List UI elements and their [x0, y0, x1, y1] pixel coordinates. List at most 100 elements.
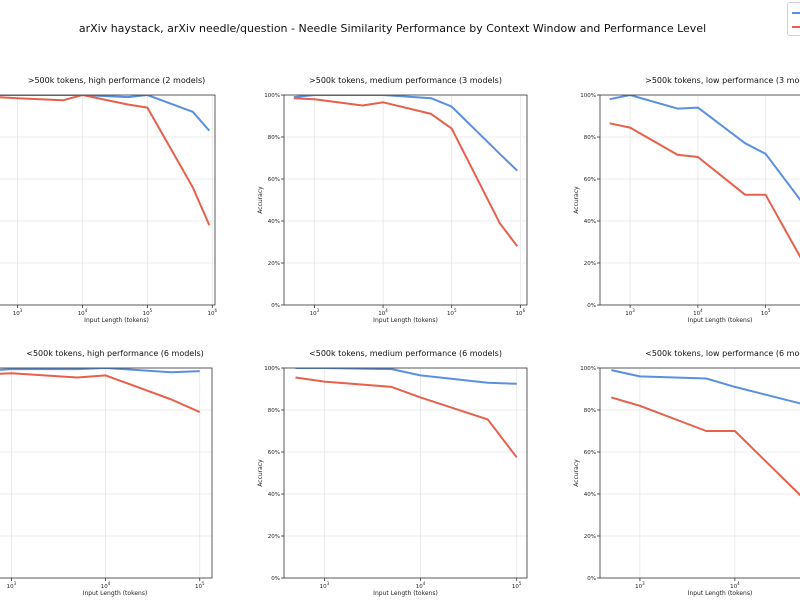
- x-tick-label: 105: [761, 308, 771, 317]
- subplot-title: <500k tokens, low performance (6 models): [645, 349, 800, 358]
- x-axis-label: Input Length (tokens): [83, 590, 148, 597]
- x-tick-label: 103: [635, 581, 645, 590]
- x-tick-label: 105: [512, 581, 522, 590]
- x-tick-label: 105: [447, 308, 457, 317]
- y-tick-label: 80%: [268, 408, 280, 414]
- series-line-blue: [293, 95, 518, 172]
- axes-frame: [599, 367, 800, 579]
- x-tick-exponent: 3: [20, 308, 23, 313]
- grid: [284, 368, 527, 578]
- y-tick-label: 80%: [584, 408, 596, 414]
- x-tick-exponent: 5: [519, 581, 522, 586]
- x-tick-label: 104: [416, 581, 426, 590]
- series-line-blue: [295, 368, 517, 385]
- y-tick-label: 100%: [580, 366, 596, 372]
- y-tick-label: 40%: [584, 219, 596, 225]
- x-tick-label: 104: [730, 581, 740, 590]
- series-group: [0, 95, 211, 226]
- y-tick-label: 100%: [580, 93, 596, 99]
- x-tick-label: 103: [310, 308, 320, 317]
- grid: [0, 368, 212, 578]
- y-axis-label: Accuracy: [573, 186, 580, 214]
- x-axis-label: Input Length (tokens): [688, 590, 753, 597]
- x-axis-label: Input Length (tokens): [688, 317, 753, 324]
- y-tick-label: 0%: [271, 576, 280, 582]
- series-group: [611, 369, 800, 497]
- y-tick-label: 80%: [268, 135, 280, 141]
- y-tick-label: 0%: [587, 576, 596, 582]
- y-tick-label: 60%: [268, 450, 280, 456]
- x-tick-exponent: 6: [215, 308, 218, 313]
- subplot-title: <500k tokens, medium performance (6 mode…: [309, 349, 502, 358]
- subplot-4: <500k tokens, high performance (6 models…: [0, 349, 213, 597]
- axes-frame: [0, 367, 213, 579]
- y-tick-label: 40%: [268, 219, 280, 225]
- grid: [600, 368, 800, 578]
- series-group: [295, 368, 518, 458]
- x-tick-exponent: 5: [454, 308, 457, 313]
- axes-frame: [599, 94, 800, 306]
- y-axis-label: Accuracy: [257, 459, 264, 487]
- x-tick-exponent: 5: [150, 308, 153, 313]
- x-tick-exponent: 4: [700, 308, 703, 313]
- x-tick-label: 104: [378, 308, 388, 317]
- grid: [600, 95, 800, 305]
- subplot-6: <500k tokens, low performance (6 models)…: [573, 349, 800, 597]
- x-axis-label: Input Length (tokens): [373, 590, 438, 597]
- y-tick-label: 20%: [584, 261, 596, 267]
- series-line-red: [609, 122, 800, 259]
- x-tick-exponent: 3: [327, 581, 330, 586]
- y-tick-label: 60%: [584, 177, 596, 183]
- series-line-blue: [611, 369, 800, 405]
- legend: [787, 2, 800, 36]
- y-tick-label: 0%: [587, 303, 596, 309]
- x-tick-exponent: 3: [632, 308, 635, 313]
- x-tick-exponent: 3: [14, 581, 17, 586]
- subplot-title: >500k tokens, low performance (3 models): [645, 76, 800, 85]
- grid: [284, 95, 527, 305]
- y-tick-label: 20%: [584, 534, 596, 540]
- y-tick-label: 80%: [584, 135, 596, 141]
- y-tick-label: 100%: [264, 93, 280, 99]
- axes-frame: [0, 94, 216, 306]
- axes-frame: [283, 367, 528, 579]
- x-tick-exponent: 4: [385, 308, 388, 313]
- y-tick-label: 60%: [584, 450, 596, 456]
- y-tick-label: 60%: [268, 177, 280, 183]
- y-tick-label: 100%: [264, 366, 280, 372]
- series-line-red: [0, 372, 201, 414]
- x-tick-exponent: 4: [108, 581, 111, 586]
- series-group: [0, 368, 201, 414]
- x-tick-label: 104: [101, 581, 111, 590]
- series-line-red: [611, 396, 800, 497]
- y-tick-label: 20%: [268, 261, 280, 267]
- y-tick-label: 40%: [584, 492, 596, 498]
- x-tick-label: 104: [693, 308, 703, 317]
- y-tick-label: 0%: [271, 303, 280, 309]
- y-axis-label: Accuracy: [257, 186, 264, 214]
- x-tick-label: 105: [143, 308, 153, 317]
- y-tick-label: 20%: [268, 534, 280, 540]
- x-tick-exponent: 5: [768, 308, 771, 313]
- x-tick-label: 103: [13, 308, 23, 317]
- legend-swatch-high-similarity: [792, 12, 800, 14]
- series-line-red: [0, 95, 211, 226]
- series-group: [609, 95, 800, 259]
- series-line-red: [293, 97, 518, 247]
- x-tick-exponent: 3: [317, 308, 320, 313]
- series-line-blue: [0, 368, 200, 374]
- x-tick-label: 106: [516, 308, 526, 317]
- subplot-3: >500k tokens, low performance (3 models)…: [573, 76, 800, 324]
- axes-frame: [283, 94, 528, 306]
- y-axis-label: Accuracy: [573, 459, 580, 487]
- x-tick-exponent: 4: [85, 308, 88, 313]
- x-tick-label: 103: [320, 581, 330, 590]
- series-group: [293, 95, 518, 247]
- x-tick-label: 103: [625, 308, 635, 317]
- y-tick-label: 40%: [268, 492, 280, 498]
- x-tick-exponent: 5: [202, 581, 205, 586]
- subplot-5: <500k tokens, medium performance (6 mode…: [257, 349, 528, 597]
- subplot-1: >500k tokens, high performance (2 models…: [0, 76, 218, 324]
